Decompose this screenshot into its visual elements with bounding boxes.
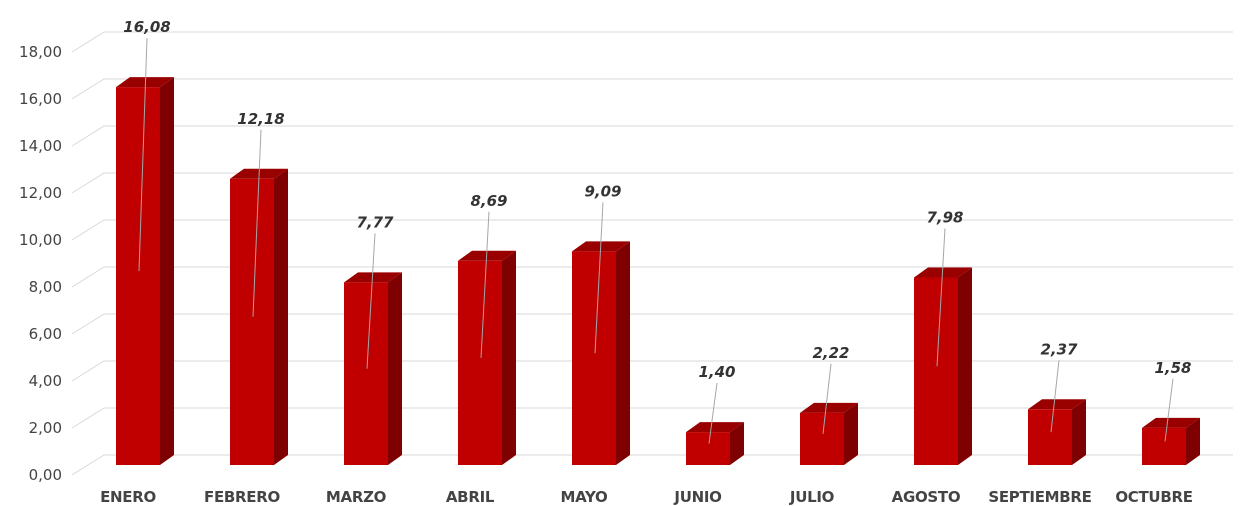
bar-front: [230, 178, 274, 465]
x-tick-label: ABRIL: [446, 488, 495, 506]
bar-front: [116, 87, 160, 466]
bar-side: [160, 77, 174, 466]
y-tick-label: 16,00: [19, 90, 62, 108]
label-leader-line: [822, 363, 832, 434]
label-leader-line: [138, 38, 148, 272]
bar-side: [274, 168, 288, 465]
bar-side: [958, 267, 972, 465]
bars: [116, 77, 1200, 466]
y-tick-label: 10,00: [19, 231, 62, 249]
data-label: 16,08: [123, 18, 170, 36]
bar-side: [502, 250, 516, 465]
data-label: 7,98: [926, 208, 963, 226]
bar-front: [458, 260, 502, 465]
data-label: 2,37: [1040, 340, 1078, 358]
label-leader-lines: [138, 38, 1174, 444]
bar-top: [686, 422, 744, 433]
data-labels: 16,08 12,18 7,77 8,69 9,09 1,40 2,22 7,98 2,37 1,…: [123, 18, 1191, 381]
bar: [572, 241, 630, 465]
label-leader-line: [594, 202, 604, 354]
bar: [914, 267, 972, 465]
y-tick-label: 12,00: [19, 184, 62, 202]
bar-top: [1142, 417, 1200, 428]
data-label: 1,58: [1154, 359, 1191, 377]
x-tick-label: JUNIO: [673, 488, 721, 506]
bar: [686, 422, 744, 465]
bar: [1142, 417, 1200, 465]
data-label: 2,22: [812, 344, 849, 362]
gridlines: [71, 31, 1233, 476]
y-tick-label: 18,00: [19, 43, 62, 61]
y-axis-ticks: 0,00 2,00 4,00 6,00 8,00 10,00 12,00 14,00 16,00…: [19, 43, 62, 484]
bar: [116, 77, 174, 466]
bar-front: [1142, 427, 1186, 465]
bar-side: [1072, 399, 1086, 465]
bar-top: [914, 267, 972, 278]
label-leader-line: [1164, 378, 1174, 442]
bar-top: [1028, 399, 1086, 410]
data-label: 7,77: [356, 213, 394, 231]
label-leader-line: [708, 383, 718, 444]
y-tick-label: 6,00: [29, 325, 62, 343]
data-label: 1,40: [698, 363, 735, 381]
bar-side: [616, 241, 630, 465]
y-tick-label: 14,00: [19, 137, 62, 155]
bar: [800, 402, 858, 465]
y-tick-label: 4,00: [29, 372, 62, 390]
gridline: [71, 78, 1233, 100]
x-tick-label: MARZO: [326, 488, 386, 506]
label-leader-line: [480, 211, 490, 358]
label-leader-line: [1050, 360, 1060, 433]
bar: [1028, 399, 1086, 465]
x-tick-label: AGOSTO: [892, 488, 961, 506]
bar: [458, 250, 516, 465]
label-leader-line: [936, 228, 946, 367]
x-tick-label: FEBRERO: [204, 488, 280, 506]
data-label: 9,09: [584, 182, 621, 200]
x-tick-label: ENERO: [100, 488, 156, 506]
gridline: [71, 172, 1233, 194]
bar-front: [800, 412, 844, 465]
x-axis-ticks: ENERO FEBRERO MARZO ABRIL MAYO JUNIO JULIO AGOS…: [100, 488, 1193, 506]
bar-side: [388, 272, 402, 465]
x-tick-label: MAYO: [561, 488, 608, 506]
y-tick-label: 2,00: [29, 419, 62, 437]
data-label: 12,18: [237, 110, 284, 128]
y-tick-label: 0,00: [29, 466, 62, 484]
gridline: [71, 31, 1233, 53]
bar-front: [572, 251, 616, 465]
bar: [230, 168, 288, 465]
bar-front: [1028, 409, 1072, 465]
bar-front: [686, 432, 730, 465]
bar-side: [1186, 417, 1200, 465]
label-leader-line: [252, 129, 262, 317]
gridline: [71, 219, 1233, 241]
bar-top: [800, 402, 858, 413]
x-tick-label: OCTUBRE: [1115, 488, 1192, 506]
label-leader-line: [366, 233, 376, 369]
bar-side: [730, 422, 744, 465]
x-tick-label: JULIO: [789, 488, 834, 506]
gridline: [71, 313, 1233, 335]
gridline: [71, 266, 1233, 288]
x-tick-label: SEPTIEMBRE: [988, 488, 1091, 506]
gridline: [71, 125, 1233, 147]
bar-side: [844, 402, 858, 465]
bar-top: [344, 272, 402, 283]
bar-front: [344, 282, 388, 465]
data-label: 8,69: [470, 192, 507, 210]
bar-front: [914, 277, 958, 465]
bar: [344, 272, 402, 465]
gridline: [71, 360, 1233, 382]
y-tick-label: 8,00: [29, 278, 62, 296]
